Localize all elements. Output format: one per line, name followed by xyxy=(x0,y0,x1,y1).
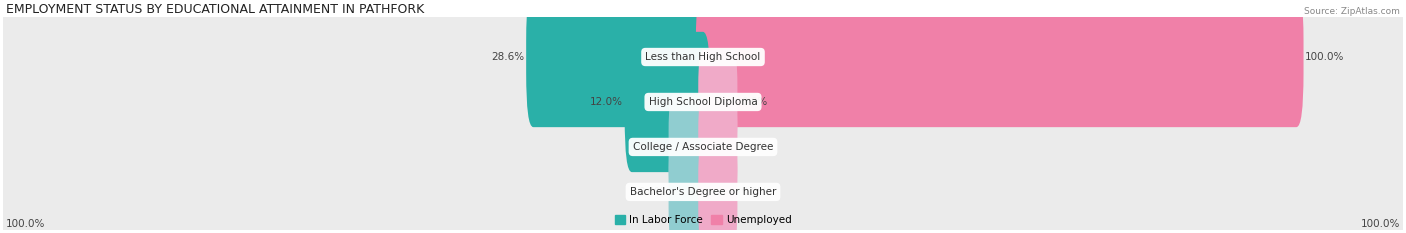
Text: 100.0%: 100.0% xyxy=(1305,52,1344,62)
Text: 0.0%: 0.0% xyxy=(741,187,768,197)
Text: 0.0%: 0.0% xyxy=(741,142,768,152)
Text: 0.0%: 0.0% xyxy=(638,187,665,197)
Text: Bachelor's Degree or higher: Bachelor's Degree or higher xyxy=(630,187,776,197)
Text: 100.0%: 100.0% xyxy=(1361,219,1400,229)
FancyBboxPatch shape xyxy=(669,140,707,233)
FancyBboxPatch shape xyxy=(624,32,710,172)
FancyBboxPatch shape xyxy=(699,50,737,154)
FancyBboxPatch shape xyxy=(1,3,1405,111)
Text: College / Associate Degree: College / Associate Degree xyxy=(633,142,773,152)
Text: 0.0%: 0.0% xyxy=(638,142,665,152)
FancyBboxPatch shape xyxy=(699,95,737,199)
Text: High School Diploma: High School Diploma xyxy=(648,97,758,107)
Text: EMPLOYMENT STATUS BY EDUCATIONAL ATTAINMENT IN PATHFORK: EMPLOYMENT STATUS BY EDUCATIONAL ATTAINM… xyxy=(6,3,425,16)
FancyBboxPatch shape xyxy=(526,0,710,127)
FancyBboxPatch shape xyxy=(1,48,1405,156)
Text: 100.0%: 100.0% xyxy=(6,219,45,229)
FancyBboxPatch shape xyxy=(696,0,1303,127)
FancyBboxPatch shape xyxy=(669,95,707,199)
Legend: In Labor Force, Unemployed: In Labor Force, Unemployed xyxy=(610,211,796,229)
Text: Source: ZipAtlas.com: Source: ZipAtlas.com xyxy=(1305,7,1400,16)
FancyBboxPatch shape xyxy=(699,140,737,233)
Text: 0.0%: 0.0% xyxy=(741,97,768,107)
Text: Less than High School: Less than High School xyxy=(645,52,761,62)
FancyBboxPatch shape xyxy=(1,138,1405,233)
Text: 12.0%: 12.0% xyxy=(591,97,623,107)
FancyBboxPatch shape xyxy=(1,93,1405,201)
Text: 28.6%: 28.6% xyxy=(491,52,524,62)
